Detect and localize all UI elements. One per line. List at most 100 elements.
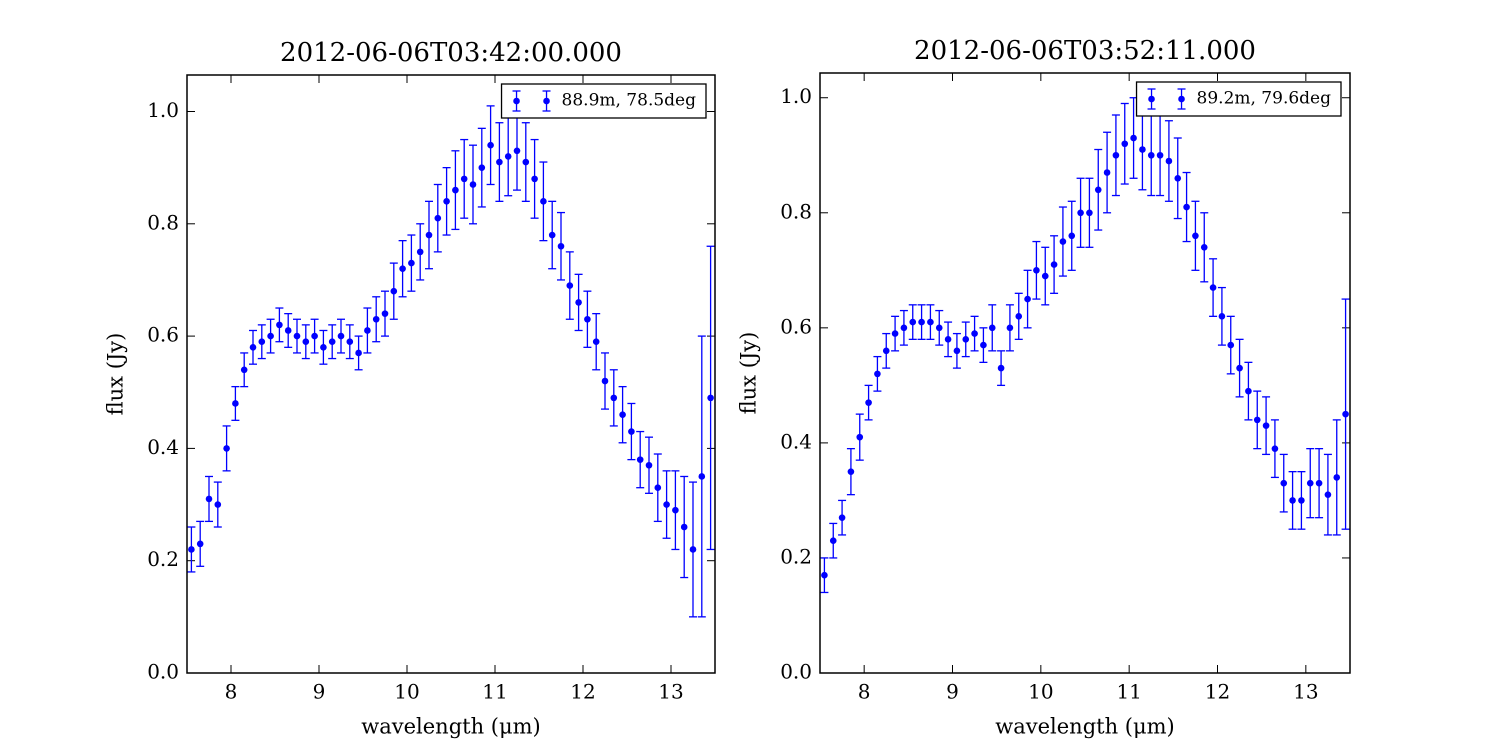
data-point (1306, 479, 1314, 487)
data-point (1112, 151, 1120, 159)
x-tick-label: 12 (570, 680, 595, 704)
data-point (575, 299, 582, 306)
data-point (847, 468, 855, 475)
data-point (1130, 134, 1137, 142)
y-tick-label: 1.0 (780, 84, 812, 108)
legend-marker (513, 97, 520, 105)
data-point (434, 214, 442, 222)
data-point (267, 332, 274, 340)
data-point (1024, 295, 1031, 303)
y-axis-label: flux (Jy) (104, 333, 128, 416)
data-point (663, 501, 670, 508)
data-point (1236, 364, 1243, 372)
data-point (1280, 479, 1288, 487)
data-point (636, 456, 644, 463)
data-point (645, 461, 653, 469)
data-point (469, 181, 477, 188)
data-point (654, 484, 662, 492)
x-axis-label: wavelength (μm) (995, 715, 1174, 739)
data-point (1324, 491, 1332, 498)
x-tick-label: 11 (482, 680, 507, 704)
data-point (988, 324, 996, 332)
data-point (522, 158, 530, 166)
x-tick-label: 8 (858, 680, 871, 704)
data-point (293, 332, 301, 340)
data-point (821, 571, 828, 579)
data-point (829, 537, 837, 544)
x-tick-label: 10 (394, 680, 419, 704)
data-point (1077, 209, 1084, 217)
data-point (1192, 232, 1199, 240)
data-point (205, 495, 213, 503)
y-tick-label: 0.0 (780, 660, 812, 684)
data-point (531, 175, 538, 183)
x-tick-label: 10 (1028, 680, 1053, 704)
y-tick-label: 0.2 (780, 544, 812, 568)
data-point (1245, 387, 1252, 395)
y-tick-label: 0.8 (780, 199, 812, 223)
data-point (601, 377, 609, 385)
data-point (425, 231, 433, 239)
data-point (672, 506, 679, 514)
data-point (1041, 272, 1049, 280)
axes-frame (186, 74, 716, 674)
data-point (680, 523, 688, 531)
data-point (478, 164, 486, 171)
data-point (856, 433, 864, 441)
data-point (1315, 479, 1323, 487)
y-tick-label: 0.4 (147, 435, 179, 459)
data-point (1156, 151, 1164, 159)
data-point (838, 514, 846, 521)
data-point (284, 327, 292, 334)
data-point (865, 399, 872, 406)
data-point (460, 175, 468, 183)
x-tick-label: 13 (658, 680, 683, 704)
x-tick-label: 12 (1205, 680, 1230, 704)
y-tick-label: 0.2 (147, 547, 179, 571)
data-point (1139, 146, 1146, 153)
data-point (1103, 169, 1111, 176)
data-point (689, 546, 697, 553)
x-tick-label: 13 (1293, 680, 1318, 704)
data-point (909, 318, 917, 326)
data-point (1086, 209, 1093, 217)
data-point (698, 473, 706, 480)
data-point (935, 324, 943, 332)
y-tick-label: 0.0 (147, 660, 179, 684)
data-point (1068, 232, 1076, 240)
data-point (355, 349, 362, 357)
data-point (874, 370, 881, 378)
data-point (1059, 238, 1067, 245)
y-tick-label: 1.0 (147, 98, 179, 122)
legend-marker (1178, 95, 1185, 103)
data-point (900, 324, 908, 332)
x-tick-label: 8 (225, 680, 238, 704)
data-point (1094, 186, 1102, 194)
data-point (320, 344, 327, 351)
y-axis-label: flux (Jy) (737, 332, 761, 415)
data-point (882, 347, 890, 355)
data-point (1200, 244, 1208, 251)
data-point (364, 327, 371, 334)
data-point (443, 198, 450, 205)
data-point (214, 501, 222, 508)
data-point (1262, 422, 1270, 429)
plot-area (187, 105, 715, 618)
x-axis-label: wavelength (μm) (361, 715, 540, 739)
data-point (944, 336, 952, 343)
legend-marker (543, 97, 550, 105)
data-point (584, 315, 591, 323)
data-point (372, 315, 380, 323)
x-tick-label: 9 (313, 680, 326, 704)
data-point (1121, 140, 1129, 148)
data-point (188, 546, 195, 553)
data-point (1006, 324, 1014, 332)
legend-box (1135, 81, 1342, 117)
legend: 89.2m, 79.6deg (1135, 81, 1342, 117)
axes-frame (819, 72, 1351, 674)
data-point (610, 394, 618, 402)
data-point (1015, 313, 1023, 320)
data-point (399, 265, 406, 273)
data-point (557, 242, 565, 250)
